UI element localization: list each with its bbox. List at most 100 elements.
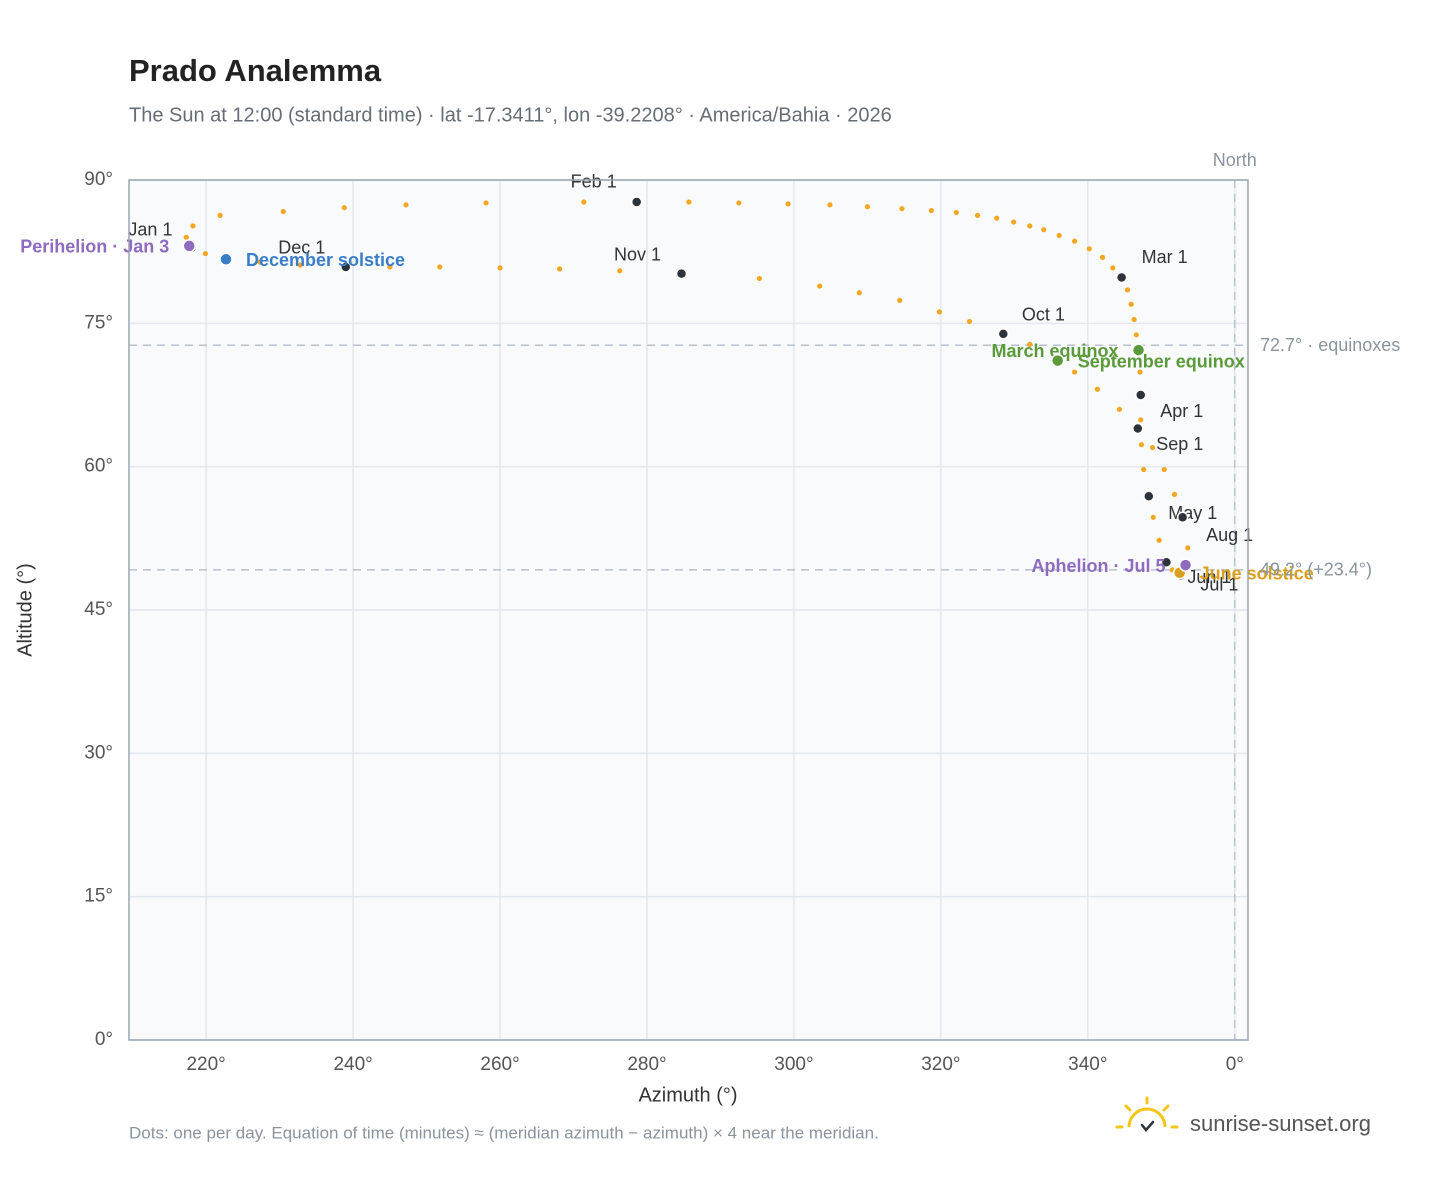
daily-dot xyxy=(1041,227,1047,233)
daily-dot xyxy=(483,200,489,206)
month-label: Mar 1 xyxy=(1142,247,1188,267)
daily-dot xyxy=(1110,265,1116,271)
daily-dot xyxy=(341,205,347,211)
daily-dot xyxy=(1056,232,1062,239)
reference-lines xyxy=(129,180,1248,1040)
daily-dot xyxy=(1133,332,1139,338)
month-marker xyxy=(1160,556,1173,568)
daily-dot xyxy=(1161,466,1167,473)
daily-dot xyxy=(975,212,981,218)
daily-dot xyxy=(994,215,1000,221)
x-tick-label: 260° xyxy=(480,1054,519,1075)
event-label: Perihelion · Jan 3 xyxy=(20,237,169,257)
month-label: Oct 1 xyxy=(1022,305,1065,325)
daily-dot xyxy=(785,201,791,207)
month-label: Dec 1 xyxy=(278,238,325,258)
y-axis-title: Altitude (°) xyxy=(14,563,36,657)
y-tick-label: 60° xyxy=(84,456,113,477)
daily-dot xyxy=(403,202,409,208)
plot-frame xyxy=(128,179,1249,1041)
daily-dot xyxy=(1011,219,1017,225)
event-label: December solstice xyxy=(246,250,405,270)
month-marker xyxy=(339,261,352,273)
y-tick-label: 45° xyxy=(84,599,113,620)
daily-dot xyxy=(1072,238,1078,244)
event-marker xyxy=(1050,353,1065,368)
chart-title: Prado Analemma xyxy=(129,53,382,88)
y-tick-label: 0° xyxy=(95,1029,113,1050)
daily-dot xyxy=(856,290,862,296)
chart-subtitle: The Sun at 12:00 (standard time) · lat -… xyxy=(129,104,892,126)
month-marker xyxy=(1134,389,1147,401)
daily-dot xyxy=(827,202,833,208)
reference-label: 72.7° · equinoxes xyxy=(1260,335,1400,355)
x-tick-label: 300° xyxy=(774,1054,813,1075)
event-label: June solstice xyxy=(1200,563,1314,583)
daily-dot xyxy=(217,212,223,218)
daily-dot xyxy=(202,250,209,257)
daily-dot xyxy=(817,283,823,289)
y-tick-label: 75° xyxy=(84,312,113,333)
daily-dot xyxy=(928,207,934,214)
month-label: Aug 1 xyxy=(1206,525,1253,545)
daily-dot xyxy=(1141,466,1147,473)
daily-dot xyxy=(736,200,742,206)
daily-dot xyxy=(1149,444,1156,451)
daily-dot xyxy=(953,209,959,216)
month-label: Feb 1 xyxy=(571,172,617,192)
daily-dot xyxy=(617,268,623,274)
event-label: March equinox xyxy=(991,341,1118,361)
month-label: Sep 1 xyxy=(1156,434,1203,454)
month-label: Nov 1 xyxy=(614,244,661,264)
daily-dot xyxy=(190,223,196,229)
daily-dot xyxy=(1185,545,1191,551)
daily-dot xyxy=(1027,223,1033,229)
daily-dot xyxy=(966,318,973,325)
daily-dot xyxy=(556,266,563,272)
reference-label: 49.2° (+23.4°) xyxy=(1260,560,1372,580)
x-tick-label: 220° xyxy=(186,1054,225,1075)
daily-dot xyxy=(686,199,692,205)
x-tick-label: 0° xyxy=(1226,1054,1244,1075)
daily-dot xyxy=(1128,301,1134,307)
y-tick-label: 15° xyxy=(84,886,113,907)
daily-dot xyxy=(897,297,903,303)
x-tick-label: 340° xyxy=(1068,1054,1107,1075)
event-marker xyxy=(219,252,233,267)
y-tick-label: 30° xyxy=(84,742,113,763)
month-marker xyxy=(1143,490,1155,503)
daily-dot xyxy=(1124,287,1131,293)
daily-dot xyxy=(899,206,905,212)
footnote: Dots: one per day. Equation of time (min… xyxy=(129,1123,879,1142)
north-label: North xyxy=(1213,150,1257,170)
event-label: Aphelion · Jul 5 xyxy=(1032,556,1166,576)
x-tick-label: 280° xyxy=(627,1054,666,1075)
month-label: Apr 1 xyxy=(1160,401,1203,421)
daily-dot xyxy=(497,265,503,271)
brand-logo xyxy=(1115,1096,1179,1132)
daily-dot xyxy=(864,204,871,210)
month-label: May 1 xyxy=(1168,503,1217,523)
daily-dot xyxy=(1131,316,1137,323)
daily-dot xyxy=(1027,341,1033,347)
daily-dot xyxy=(1171,491,1178,497)
daily-dot xyxy=(1116,406,1123,412)
month-label: Jul 1 xyxy=(1200,574,1238,594)
month-marker xyxy=(630,196,643,208)
month-marker xyxy=(1115,271,1128,284)
daily-dot xyxy=(1156,537,1162,543)
event-marker xyxy=(1178,558,1193,572)
event-marker xyxy=(182,239,196,253)
x-axis-title: Azimuth (°) xyxy=(638,1084,737,1106)
y-tick-label: 90° xyxy=(84,169,113,190)
daily-dot xyxy=(387,264,393,270)
x-tick-label: 240° xyxy=(333,1054,372,1075)
daily-dot xyxy=(1150,514,1156,520)
daily-dot xyxy=(1137,369,1143,375)
month-marker xyxy=(675,267,688,280)
month-label: Jun 1 xyxy=(1187,567,1231,587)
month-label: Jan 1 xyxy=(128,220,172,240)
